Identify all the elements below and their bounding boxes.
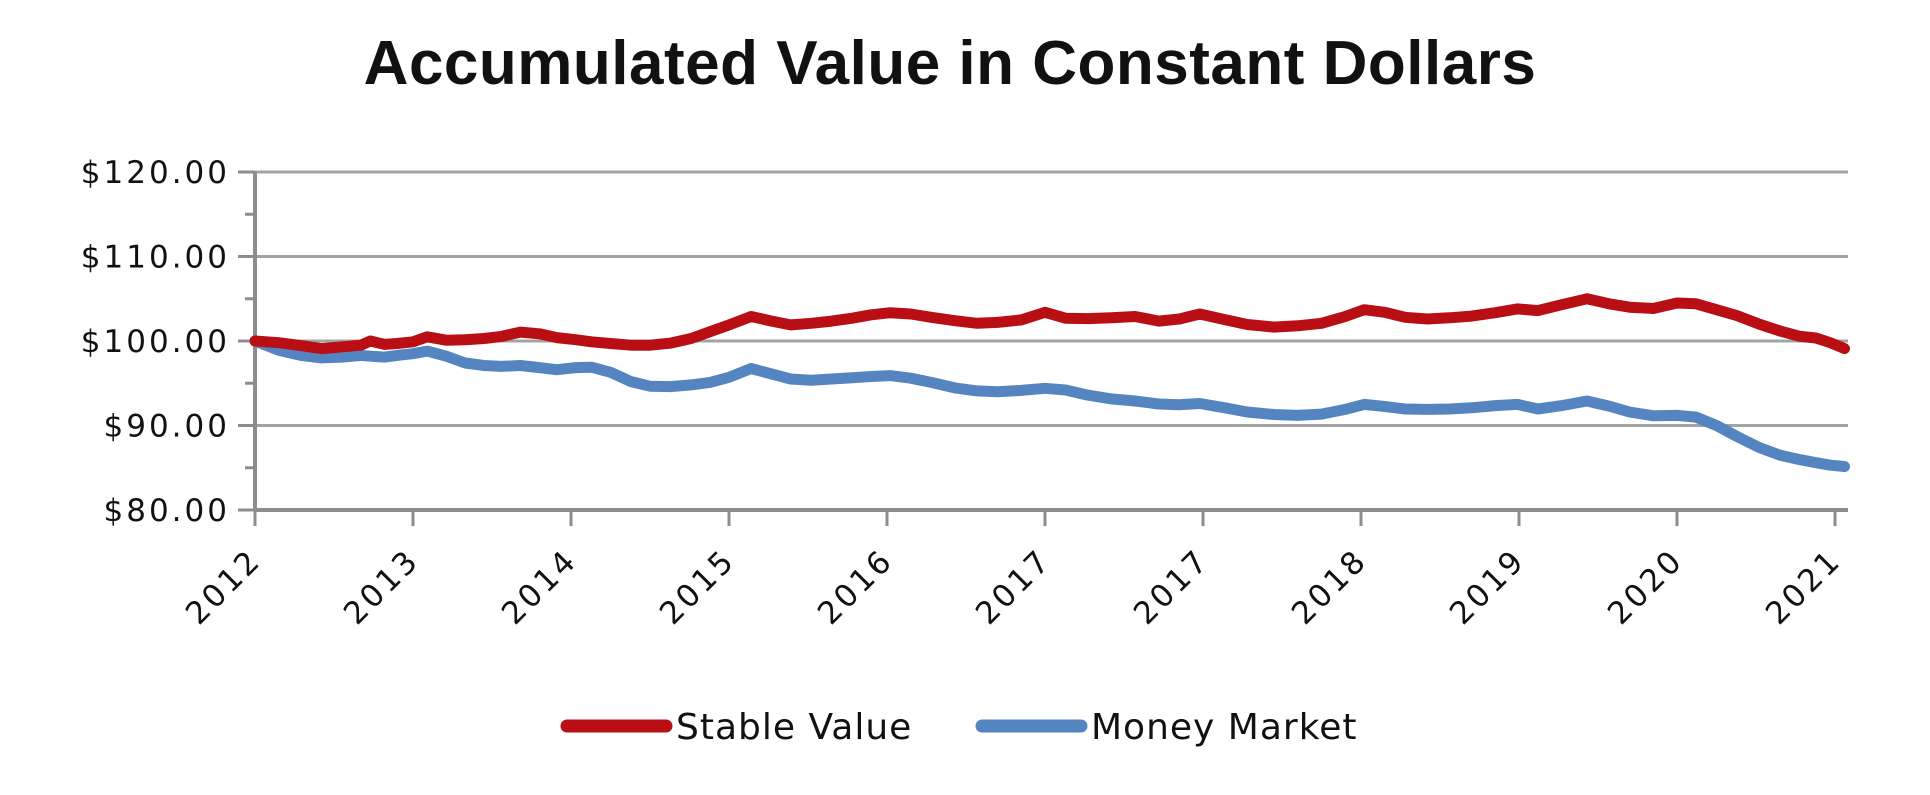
money-market-line (249, 335, 1850, 472)
grid-layer (255, 170, 1848, 427)
x-tick-label-8: 2019 (1443, 542, 1533, 632)
x-tick-label-5: 2017 (969, 542, 1059, 632)
x-tick-label-4: 2016 (811, 542, 901, 632)
series-layer (249, 293, 1850, 472)
y-tick-label-120: $120.00 (81, 155, 230, 191)
x-tick-label-6: 2017 (1127, 542, 1217, 632)
x-tick-label-0: 2012 (179, 542, 269, 632)
x-tick-label-3: 2015 (653, 542, 743, 632)
chart-title: Accumulated Value in Constant Dollars (364, 29, 1537, 98)
y-tick-label-80: $80.00 (104, 493, 230, 529)
axis-layer (238, 170, 1848, 526)
legend-label-money-market: Money Market (1091, 707, 1358, 748)
x-tick-label-7: 2018 (1285, 542, 1375, 632)
x-tick-label-9: 2020 (1601, 542, 1691, 632)
stable-value-line (249, 293, 1850, 355)
y-tick-label-100: $100.00 (81, 324, 230, 360)
y-tick-label-110: $110.00 (81, 240, 230, 276)
legend: Stable Value Money Market (560, 707, 1358, 748)
x-tick-label-1: 2013 (337, 542, 427, 632)
x-tick-label-2: 2014 (495, 542, 585, 632)
legend-label-stable-value: Stable Value (676, 707, 912, 748)
y-tick-label-90: $90.00 (104, 409, 230, 445)
x-tick-label-10: 2021 (1759, 542, 1849, 632)
